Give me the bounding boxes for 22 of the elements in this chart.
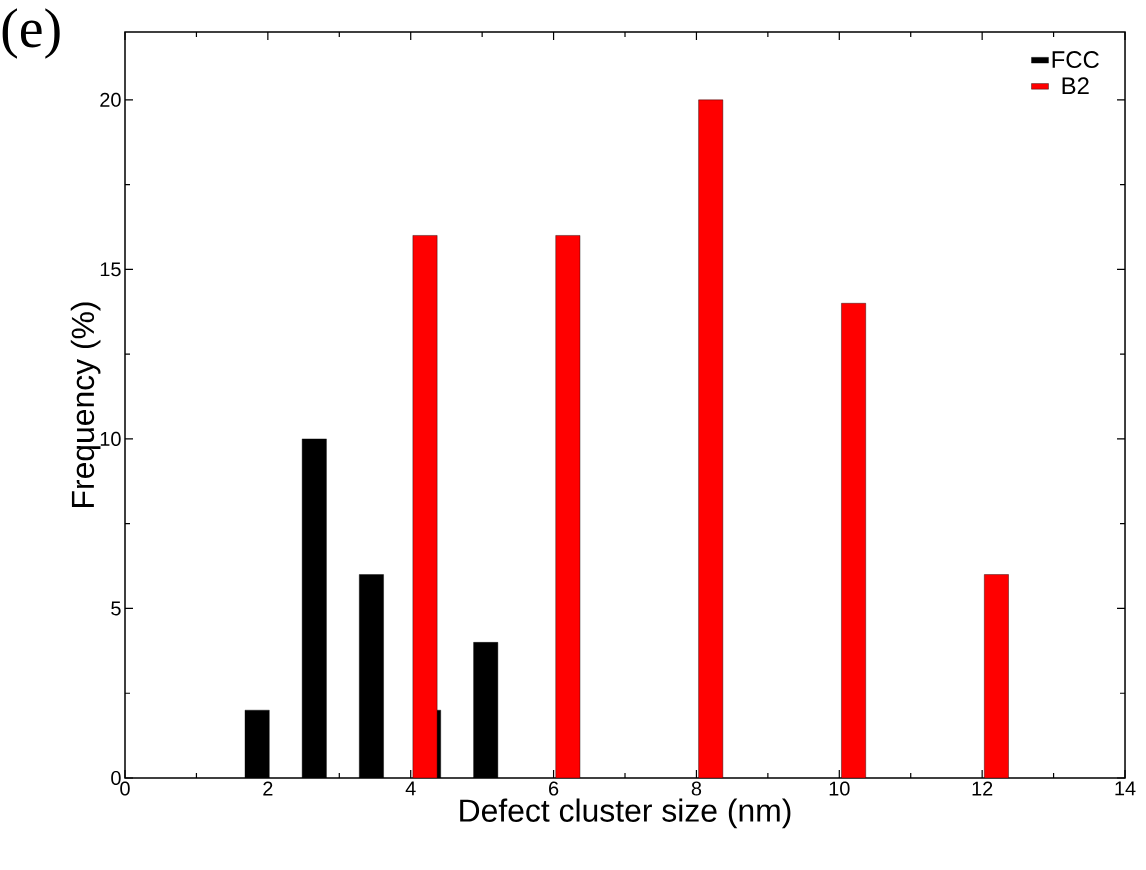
bar xyxy=(841,303,866,778)
y-tick-label: 0 xyxy=(111,770,121,786)
legend-label: FCC xyxy=(1052,51,1099,69)
y-axis-title: Frequency (%) xyxy=(70,302,101,507)
x-tick-label: 8 xyxy=(691,781,702,796)
y-tick-label: 5 xyxy=(111,601,121,616)
y-tick-label: 20 xyxy=(100,92,121,107)
x-tick-label: 10 xyxy=(829,781,850,796)
bar xyxy=(698,99,724,778)
x-tick-label: 14 xyxy=(1115,781,1136,796)
x-tick-label: 6 xyxy=(549,781,559,796)
y-tick-label: 15 xyxy=(100,262,121,277)
text: (e) xyxy=(2,8,60,59)
x-axis-title: Defect cluster size (nm) xyxy=(460,798,791,829)
bar xyxy=(555,235,581,778)
bar xyxy=(984,574,1009,778)
legend-label: B2 xyxy=(1062,77,1089,94)
y-tick-label: 10 xyxy=(100,431,121,446)
x-tick-label: 4 xyxy=(405,781,416,796)
bar xyxy=(412,235,438,778)
x-tick-label: 12 xyxy=(972,781,993,796)
x-tick-label: 2 xyxy=(263,781,273,796)
